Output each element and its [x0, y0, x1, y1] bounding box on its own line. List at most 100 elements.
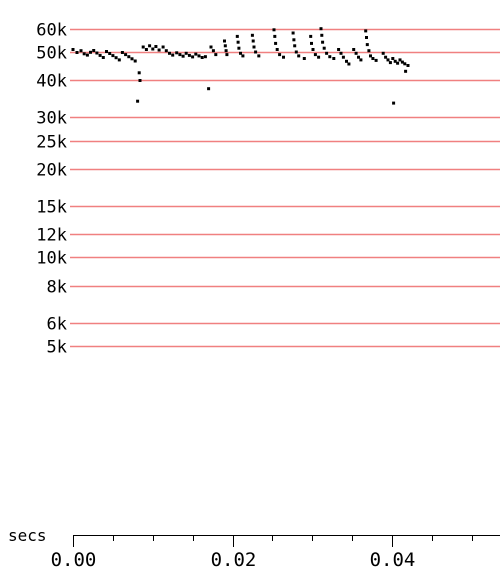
data-point — [79, 49, 83, 53]
data-point — [313, 53, 317, 57]
data-point — [337, 48, 341, 51]
data-point — [328, 55, 332, 59]
data-point — [130, 57, 134, 61]
data-point — [403, 62, 407, 66]
data-point — [237, 46, 241, 50]
data-point — [223, 44, 227, 48]
data-point — [364, 29, 368, 33]
data-point — [225, 53, 229, 57]
data-point — [251, 39, 255, 43]
data-point — [236, 40, 240, 44]
data-point — [214, 53, 218, 57]
data-point — [114, 56, 118, 60]
data-point — [339, 51, 343, 55]
x-tick-label: 0.00 — [51, 549, 97, 571]
data-point — [75, 51, 79, 54]
data-point — [151, 47, 155, 51]
data-point — [282, 55, 285, 59]
data-point — [191, 55, 195, 59]
data-point — [92, 49, 96, 52]
data-point — [211, 49, 215, 53]
data-point — [136, 99, 140, 103]
data-point — [322, 46, 326, 50]
data-point — [157, 48, 161, 52]
data-point — [187, 53, 191, 57]
data-point — [321, 40, 325, 44]
data-point — [273, 34, 277, 38]
data-point — [367, 49, 371, 53]
data-point — [171, 53, 175, 57]
data-point — [365, 36, 368, 39]
y-tick-label: 60k — [36, 21, 67, 41]
data-point — [175, 51, 179, 55]
data-point — [178, 53, 182, 57]
data-point — [345, 59, 348, 63]
data-point — [184, 51, 188, 55]
data-point — [133, 59, 137, 63]
data-point — [388, 61, 392, 65]
data-point — [144, 48, 148, 51]
data-point — [292, 38, 296, 42]
data-point — [398, 58, 402, 62]
data-point — [354, 51, 358, 55]
data-point — [359, 58, 363, 62]
y-tick-label: 30k — [36, 109, 67, 129]
data-point — [332, 57, 336, 60]
data-point — [111, 54, 115, 58]
data-point — [365, 43, 369, 47]
data-point — [369, 54, 372, 58]
data-point — [272, 28, 276, 32]
data-point — [154, 45, 158, 48]
y-tick-label: 8k — [47, 278, 67, 298]
data-point — [393, 59, 397, 63]
data-point — [396, 61, 400, 65]
data-point — [352, 48, 356, 51]
data-point — [148, 44, 152, 48]
y-tick-label: 10k — [36, 249, 67, 269]
data-point — [82, 52, 86, 56]
y-tick-label: 40k — [36, 72, 67, 92]
data-point — [120, 51, 124, 54]
data-point — [200, 56, 204, 59]
data-point — [386, 58, 390, 62]
data-point — [374, 58, 378, 62]
data-point — [294, 50, 298, 54]
y-tick-label: 20k — [36, 161, 67, 181]
data-point — [325, 51, 329, 55]
data-point — [293, 44, 297, 48]
data-point — [319, 27, 323, 31]
data-point — [168, 51, 171, 55]
data-point — [71, 48, 75, 51]
grid-lines — [70, 28, 500, 348]
data-point — [161, 45, 165, 49]
data-point — [223, 39, 226, 43]
x-axis-unit-label: secs — [8, 526, 47, 545]
data-point — [371, 57, 375, 60]
data-point — [105, 50, 108, 53]
data-point — [117, 58, 121, 62]
data-point — [194, 52, 198, 56]
data-point — [291, 31, 295, 35]
data-point — [297, 54, 301, 58]
y-tick-label: 15k — [36, 198, 67, 218]
data-point — [257, 54, 261, 58]
data-point — [108, 52, 112, 55]
data-point — [137, 71, 141, 75]
data-point — [98, 53, 102, 57]
data-point — [391, 57, 395, 60]
data-point — [141, 45, 145, 49]
data-point — [384, 55, 388, 59]
data-point — [317, 55, 321, 59]
y-tick-label: 5k — [47, 338, 67, 358]
data-point — [309, 34, 313, 38]
data-point — [207, 87, 211, 91]
data-point — [381, 51, 385, 55]
data-point — [235, 34, 239, 38]
data-point — [310, 41, 313, 45]
data-point — [164, 49, 168, 53]
data-point — [400, 60, 404, 64]
data-point — [95, 51, 99, 55]
data-point — [254, 50, 258, 54]
